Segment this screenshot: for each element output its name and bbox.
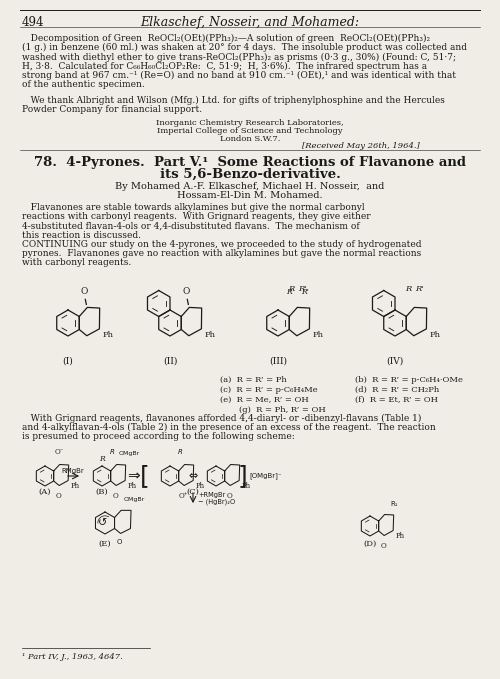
Text: Hossam-El-Din M. Mohamed.: Hossam-El-Din M. Mohamed. (177, 191, 323, 200)
Text: Ph: Ph (102, 331, 114, 339)
Text: O: O (80, 287, 88, 297)
Text: (g)  R = Ph, R’ = OH: (g) R = Ph, R’ = OH (238, 406, 326, 414)
Text: O: O (226, 492, 232, 500)
Text: Elkaschef, Nosseir, and Mohamed:: Elkaschef, Nosseir, and Mohamed: (140, 16, 360, 29)
Text: R': R' (302, 289, 309, 297)
Text: O: O (112, 492, 118, 500)
Text: Inorganic Chemistry Research Laboratories,: Inorganic Chemistry Research Laboratorie… (156, 119, 344, 127)
Text: this reaction is discussed.: this reaction is discussed. (22, 231, 141, 240)
Text: ]: ] (237, 464, 247, 488)
Text: OMgBr: OMgBr (118, 452, 140, 456)
Text: O: O (117, 539, 122, 545)
Text: +RMgBr: +RMgBr (198, 492, 225, 498)
Text: By Mohamed A.-F. Elkaschef, Michael H. Nosseir,  and: By Mohamed A.-F. Elkaschef, Michael H. N… (116, 182, 384, 191)
Text: O: O (56, 492, 61, 500)
Text: Ph: Ph (195, 483, 204, 490)
Text: is presumed to proceed according to the following scheme:: is presumed to proceed according to the … (22, 433, 295, 441)
Text: R: R (110, 449, 115, 456)
Text: (D): (D) (364, 540, 376, 548)
Text: 4-substituted flavan-4-ols or 4,4-disubstituted flavans.  The mechanism of: 4-substituted flavan-4-ols or 4,4-disubs… (22, 221, 359, 230)
Text: Ph: Ph (127, 483, 136, 490)
Text: (A): (A) (39, 488, 52, 496)
Text: We thank Albright and Wilson (Mfg.) Ltd. for gifts of triphenylphosphine and the: We thank Albright and Wilson (Mfg.) Ltd.… (22, 96, 445, 105)
Text: ¹ Part IV, J., 1963, 4647.: ¹ Part IV, J., 1963, 4647. (22, 653, 123, 661)
Text: Decomposition of Green  ReOCl₂(OEt)(PPh₃)₂—A solution of green  ReOCl₂(OEt)(PPh₃: Decomposition of Green ReOCl₂(OEt)(PPh₃)… (22, 34, 430, 43)
Text: [: [ (140, 464, 150, 488)
Text: (II): (II) (163, 357, 177, 366)
Text: (d)  R = R’ = CH₂Ph: (d) R = R’ = CH₂Ph (355, 386, 440, 394)
Text: (I): (I) (62, 357, 74, 366)
Text: R': R' (415, 285, 424, 293)
Text: (III): (III) (269, 357, 287, 366)
Text: With Grignard reagents, flavanones afforded 4,4-diaryl- or -dibenzyl-flavans (Ta: With Grignard reagents, flavanones affor… (22, 414, 421, 423)
Text: Flavanones are stable towards alkylamines but give the normal carbonyl: Flavanones are stable towards alkylamine… (22, 203, 364, 212)
Text: H, 3·8.  Calculated for C₆₆H₆₀Cl₂OP₂Re:  C, 51·9;  H, 3·6%).  The infrared spect: H, 3·8. Calculated for C₆₆H₆₀Cl₂OP₂Re: C… (22, 62, 427, 71)
Text: ⇒: ⇒ (126, 469, 140, 483)
Text: with carbonyl reagents.: with carbonyl reagents. (22, 258, 131, 267)
Text: 494: 494 (22, 16, 44, 29)
Text: ⇔: ⇔ (188, 471, 198, 481)
Text: R: R (99, 455, 105, 463)
Text: [Received May 26th, 1964.]: [Received May 26th, 1964.] (302, 142, 420, 150)
Text: Powder Company for financial support.: Powder Company for financial support. (22, 105, 202, 114)
Text: R: R (405, 285, 411, 293)
Text: R: R (286, 289, 292, 297)
Text: (c)  R = R’ = p-C₆H₄Me: (c) R = R’ = p-C₆H₄Me (220, 386, 318, 394)
Text: (a)  R = R’ = Ph: (a) R = R’ = Ph (220, 376, 287, 384)
Text: R': R' (298, 285, 306, 293)
Text: ↺: ↺ (98, 518, 108, 528)
Text: Ph: Ph (70, 483, 80, 490)
Text: strong band at 967 cm.⁻¹ (Re=O) and no band at 910 cm.⁻¹ (OEt),¹ and was identic: strong band at 967 cm.⁻¹ (Re=O) and no b… (22, 71, 456, 80)
Text: R: R (178, 449, 183, 456)
Text: Ph: Ph (430, 331, 440, 339)
Text: R: R (288, 285, 294, 293)
Text: Imperial College of Science and Technology: Imperial College of Science and Technolo… (157, 127, 343, 135)
Text: (E): (E) (98, 540, 112, 548)
Text: washed with diethyl ether to give trans-ReOCl₂(PPh₃)₂ as prisms (0·3 g., 30%) (F: washed with diethyl ether to give trans-… (22, 52, 456, 62)
Text: CONTINUING our study on the 4-pyrones, we proceeded to the study of hydrogenated: CONTINUING our study on the 4-pyrones, w… (22, 240, 421, 249)
Text: (b)  R = R’ = p-C₆H₄·OMe: (b) R = R’ = p-C₆H₄·OMe (355, 376, 463, 384)
Text: and 4-alkylflavan-4-ols (Table 2) in the presence of an excess of the reagent.  : and 4-alkylflavan-4-ols (Table 2) in the… (22, 423, 436, 433)
Text: (C): (C) (186, 488, 200, 496)
Text: O⁻: O⁻ (55, 449, 64, 456)
Text: (f)  R = Et, R’ = OH: (f) R = Et, R’ = OH (355, 396, 438, 404)
Text: [OMgBr]⁻: [OMgBr]⁻ (249, 473, 282, 479)
Text: − (HgBr)₂O: − (HgBr)₂O (198, 499, 235, 505)
Text: its 5,6-Benzo-derivative.: its 5,6-Benzo-derivative. (160, 168, 340, 181)
Text: pyrones.  Flavanones gave no reaction with alkylamines but gave the normal react: pyrones. Flavanones gave no reaction wit… (22, 249, 421, 258)
Text: RMgBr: RMgBr (62, 468, 84, 474)
Text: reactions with carbonyl reagents.  With Grignard reagents, they give either: reactions with carbonyl reagents. With G… (22, 213, 370, 221)
Text: (e)  R = Me, R’ = OH: (e) R = Me, R’ = OH (220, 396, 309, 404)
Text: O: O (380, 541, 386, 549)
Text: Ph: Ph (312, 331, 324, 339)
Text: of the authentic specimen.: of the authentic specimen. (22, 80, 145, 89)
Text: Ph: Ph (395, 532, 404, 540)
Text: OMgBr: OMgBr (123, 497, 144, 502)
Text: 78.  4-Pyrones.  Part V.¹  Some Reactions of Flavanone and: 78. 4-Pyrones. Part V.¹ Some Reactions o… (34, 156, 466, 169)
Text: O: O (182, 287, 190, 297)
Text: (B): (B) (96, 488, 108, 496)
Text: London S.W.7.: London S.W.7. (220, 135, 280, 143)
Text: (1 g.) in benzene (60 ml.) was shaken at 20° for 4 days.  The insoluble product : (1 g.) in benzene (60 ml.) was shaken at… (22, 43, 467, 52)
Text: (IV): (IV) (386, 357, 404, 366)
Text: R₁: R₁ (390, 501, 398, 507)
Text: Ph: Ph (241, 483, 250, 490)
Text: O⁺: O⁺ (178, 492, 188, 500)
Text: Ph: Ph (204, 331, 216, 339)
